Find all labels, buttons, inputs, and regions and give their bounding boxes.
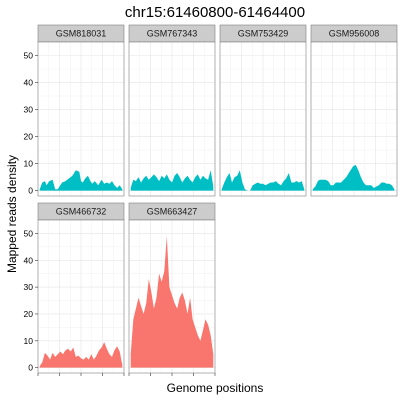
- y-tick-label: 20: [24, 132, 34, 142]
- facet-panel-GSM956008: GSM956008: [311, 25, 397, 196]
- facet-panels: GSM818031 0 10 20 30 40 50 GSM767343 GSM753429 GS…: [24, 25, 397, 376]
- y-axis-title: Mapped reads density: [5, 155, 19, 273]
- y-tick-label: 40: [24, 255, 34, 265]
- facet-strip-label: GSM818031: [56, 29, 107, 39]
- facet-strip-label: GSM753429: [238, 29, 289, 39]
- facet-strip-label: GSM767343: [147, 29, 198, 39]
- y-tick-label: 0: [28, 186, 33, 196]
- facet-strip-label: GSM663427: [147, 207, 198, 217]
- y-tick-label: 10: [24, 159, 34, 169]
- facet-strip-label: GSM956008: [329, 29, 380, 39]
- facet-panel-GSM753429: GSM753429: [220, 25, 306, 196]
- facet-strip-label: GSM466732: [56, 207, 107, 217]
- y-tick-label: 40: [24, 78, 34, 88]
- facet-panel-GSM767343: GSM767343: [129, 25, 215, 196]
- y-tick-label: 30: [24, 282, 34, 292]
- facet-panel-GSM466732: GSM466732 0 10 20 30 40 50: [24, 203, 124, 376]
- y-tick-label: 30: [24, 105, 34, 115]
- y-tick-label: 0: [28, 363, 33, 373]
- y-tick-label: 20: [24, 309, 34, 319]
- facet-panel-GSM818031: GSM818031 0 10 20 30 40 50: [24, 25, 124, 196]
- y-tick-label: 50: [24, 51, 34, 61]
- y-tick-label: 50: [24, 228, 34, 238]
- chart-title: chr15:61460800-61464400: [125, 4, 305, 21]
- facet-panel-GSM663427: GSM663427: [129, 203, 215, 376]
- x-axis-title: Genome positions: [167, 381, 264, 395]
- y-tick-label: 10: [24, 336, 34, 346]
